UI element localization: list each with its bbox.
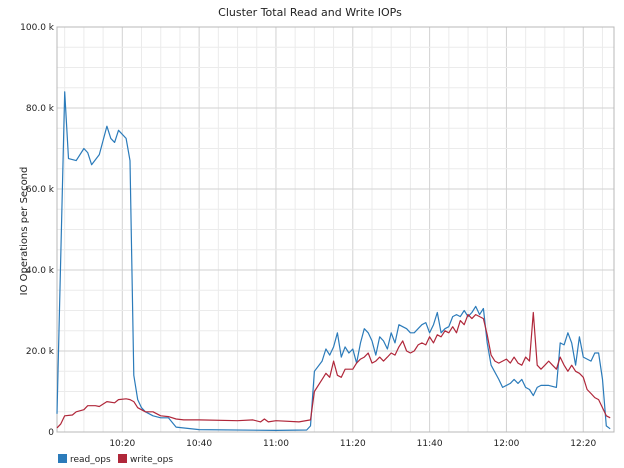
y-tick-label: 20.0 k xyxy=(26,347,55,357)
x-tick-label: 11:40 xyxy=(417,439,443,449)
legend-swatch-read-ops xyxy=(58,454,67,463)
legend-label-write-ops: write_ops xyxy=(130,455,173,465)
x-tick-label: 12:00 xyxy=(493,439,519,449)
x-tick-label: 10:40 xyxy=(186,439,212,449)
y-tick-label: 80.0 k xyxy=(26,104,55,114)
series-line-read-ops xyxy=(56,91,611,431)
plot-frame xyxy=(56,26,615,433)
y-tick-label: 40.0 k xyxy=(26,266,55,276)
x-tick-label: 11:20 xyxy=(340,439,366,449)
chart-title: Cluster Total Read and Write IOPs xyxy=(218,6,402,19)
legend-swatch-write-ops xyxy=(118,454,127,463)
x-axis-ticks: 10:20 10:40 11:00 11:20 11:40 12:00 12:20 xyxy=(109,439,596,449)
x-tick-label: 12:20 xyxy=(570,439,596,449)
x-tick-label: 11:00 xyxy=(263,439,289,449)
legend: read_ops write_ops xyxy=(58,454,173,465)
y-tick-label: 0 xyxy=(48,428,54,438)
grid-lines xyxy=(57,26,614,433)
series-line-write-ops xyxy=(56,311,611,429)
series-layer xyxy=(56,91,611,431)
legend-label-read-ops: read_ops xyxy=(70,455,111,465)
y-axis-ticks: 0 20.0 k 40.0 k 60.0 k 80.0 k 100.0 k xyxy=(20,23,55,438)
y-tick-label: 100.0 k xyxy=(20,23,55,33)
x-tick-label: 10:20 xyxy=(109,439,135,449)
y-axis-label: IO Operations per Second xyxy=(19,167,30,296)
y-tick-label: 60.0 k xyxy=(26,185,55,195)
